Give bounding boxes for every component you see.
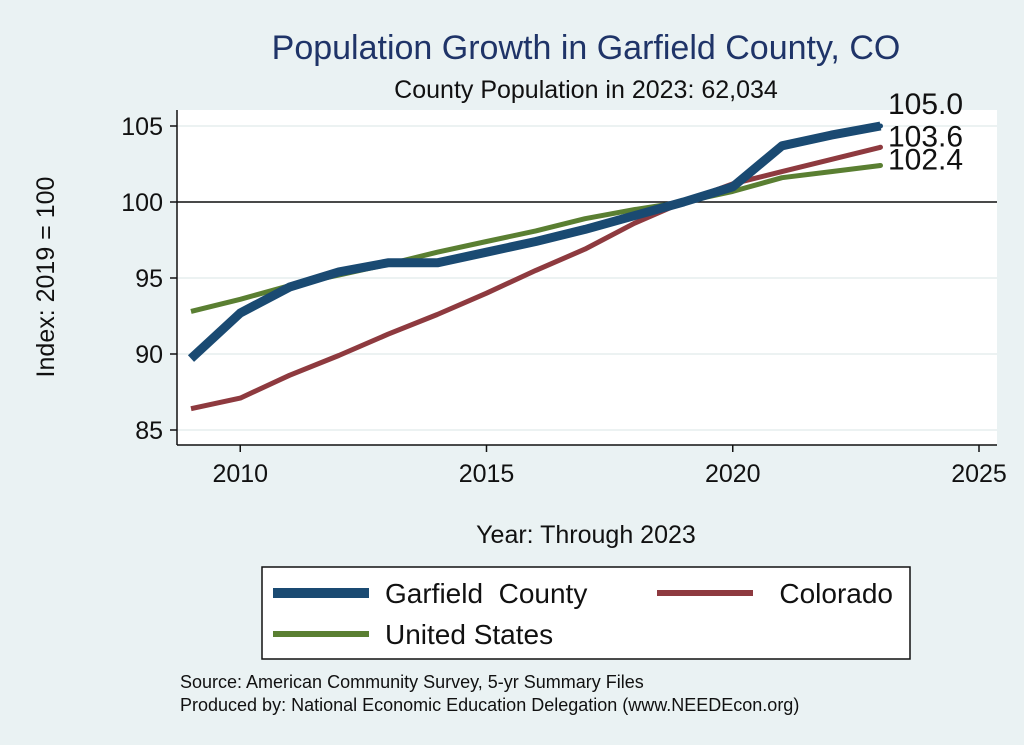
x-tick-label-2025: 2025	[951, 460, 1007, 488]
x-tick-label-2015: 2015	[459, 460, 515, 488]
chart-title: Population Growth in Garfield County, CO	[272, 29, 901, 67]
series-end-point-united-states	[878, 163, 883, 169]
y-tick-label-100: 100	[121, 189, 163, 217]
y-axis-label: Index: 2019 = 100	[32, 177, 60, 378]
produced-by-note: Produced by: National Economic Education…	[180, 695, 799, 715]
end-label-garfield-county: 105.0	[888, 88, 963, 121]
y-tick-label-90: 90	[135, 341, 163, 369]
legend-label-garfield-county: Garfield County	[385, 578, 587, 609]
series-end-point-colorado	[878, 144, 883, 150]
y-tick-label-85: 85	[135, 417, 163, 445]
legend-label-united-states: United States	[385, 619, 553, 650]
legend-box	[261, 566, 911, 660]
legend-label-colorado: Colorado	[779, 578, 893, 609]
source-note: Source: American Community Survey, 5-yr …	[180, 672, 644, 692]
series-line-garfield-county	[187, 121, 882, 362]
x-tick-label-2010: 2010	[212, 460, 268, 488]
x-tick-label-2020: 2020	[705, 460, 761, 488]
end-label-colorado: 103.6	[888, 120, 963, 153]
series-line-colorado	[190, 144, 882, 412]
y-tick-label-95: 95	[135, 265, 163, 293]
x-axis-label: Year: Through 2023	[476, 521, 696, 549]
y-tick-label-105: 105	[121, 113, 163, 141]
chart-subtitle: County Population in 2023: 62,034	[394, 76, 778, 104]
end-label-united-states: 102.4	[888, 144, 963, 177]
series-end-point-garfield-county	[878, 123, 883, 129]
